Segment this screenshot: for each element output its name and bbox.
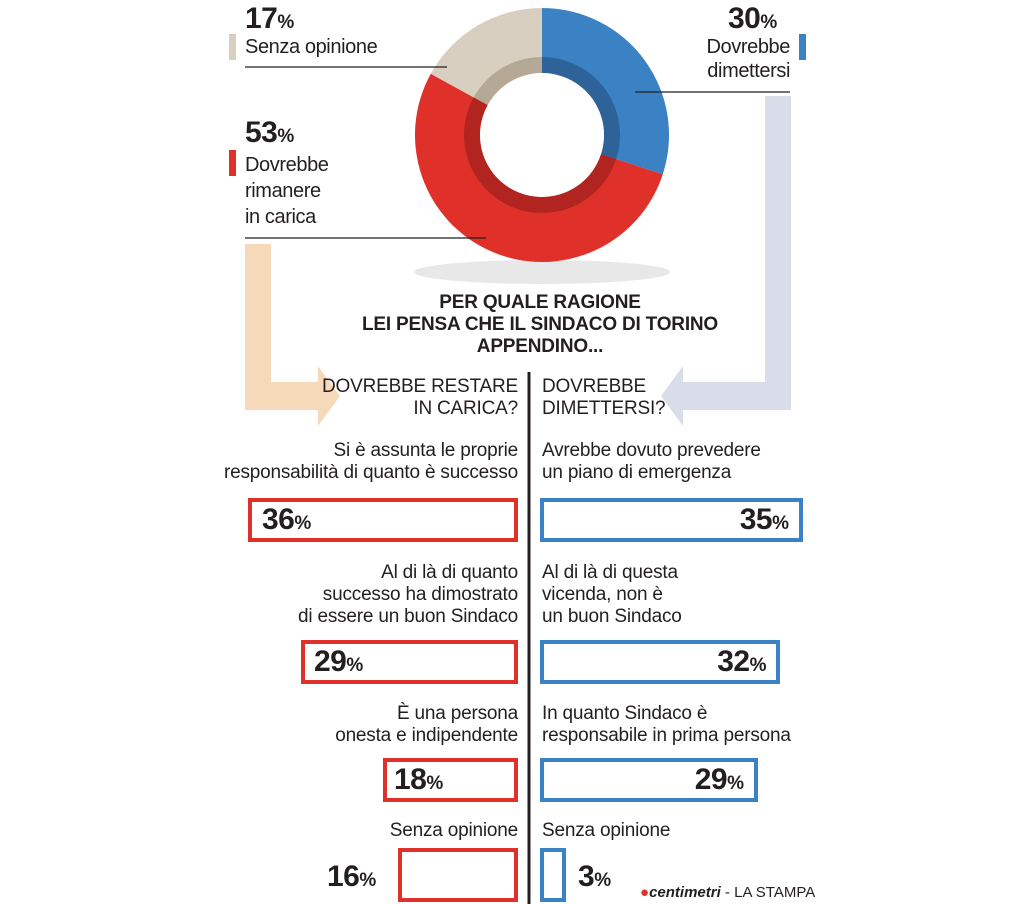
credit-sep: -: [720, 884, 735, 901]
left-row-1-bar: [248, 498, 518, 542]
right-row-2-line-3: un buon Sindaco: [542, 606, 682, 627]
right-row-3-value: 29%: [694, 763, 744, 796]
question-line-2: LEI PENSA CHE IL SINDACO DI TORINO: [362, 314, 718, 335]
right-row-4-label: Senza opinione: [542, 820, 842, 842]
senza-pct: 17%: [245, 2, 294, 35]
question-line-3: APPENDINO...: [476, 336, 604, 357]
left-header-line-2: IN CARICA?: [413, 398, 518, 419]
donut-slice-1: [430, 8, 542, 106]
right-header: DOVREBBE DIMETTERSI?: [542, 376, 742, 420]
left-row-4-bar: [398, 848, 518, 902]
donut-shadow: [414, 260, 670, 284]
question-title: PER QUALE RAGIONE LEI PENSA CHE IL SINDA…: [340, 292, 740, 358]
right-row-1-bar: [540, 498, 803, 542]
dimettersi-label-1: Dovrebbe: [706, 36, 790, 58]
rimanere-label-1: Dovrebbe: [245, 154, 329, 176]
dimettersi-swatch: [799, 34, 806, 60]
left-row-3-value: 18%: [394, 763, 443, 796]
left-row-1-line-1: Si è assunta le proprie: [333, 440, 519, 461]
left-row-3-bar: [383, 758, 518, 802]
right-row-1-line-1: Avrebbe dovuto prevedere: [542, 440, 761, 461]
dimettersi-pct: 30%: [728, 2, 777, 35]
right-header-line-1: DOVREBBE: [542, 376, 646, 397]
right-row-2-value: 32%: [717, 645, 766, 678]
credit-paper: LA STAMPA: [734, 884, 816, 901]
senza-label: Senza opinione: [245, 36, 378, 58]
left-row-2-label: Al di là di quanto successo ha dimostrat…: [200, 562, 518, 628]
rimanere-label-2: rimanere: [245, 180, 321, 202]
right-row-1-line-2: un piano di emergenza: [542, 462, 732, 483]
left-header: DOVREBBE RESTARE IN CARICA?: [300, 376, 518, 420]
left-row-2-value: 29%: [314, 645, 363, 678]
right-row-1-label: Avrebbe dovuto prevedere un piano di eme…: [542, 440, 842, 484]
left-connector-arrow: [245, 244, 340, 426]
left-row-2-line-2: successo ha dimostrato: [322, 584, 518, 605]
donut-hole: [480, 73, 604, 197]
right-row-3-line-2: responsabile in prima persona: [542, 725, 791, 746]
left-row-4-line-1: Senza opinione: [389, 820, 518, 841]
left-row-1-value: 36%: [262, 503, 311, 536]
left-row-2-line-3: di essere un buon Sindaco: [298, 606, 518, 627]
right-row-2-label: Al di là di questa vicenda, non è un buo…: [542, 562, 842, 628]
left-row-3-line-1: È una persona: [397, 703, 518, 724]
rimanere-pct: 53%: [245, 116, 294, 149]
left-row-1-label: Si è assunta le proprie responsabilità d…: [200, 440, 518, 484]
credit-brand: centimetri: [649, 884, 721, 901]
right-row-3-line-1: In quanto Sindaco è: [542, 703, 708, 724]
right-row-1-value: 35%: [739, 503, 789, 536]
question-line-1: PER QUALE RAGIONE: [439, 292, 641, 313]
donut-inner-ring-3: [464, 97, 617, 213]
right-row-3-label: In quanto Sindaco è responsabile in prim…: [542, 703, 842, 747]
dimettersi-label-2: dimettersi: [707, 60, 790, 82]
right-row-2-line-2: vicenda, non è: [542, 584, 663, 605]
rimanere-label-3: in carica: [245, 206, 316, 228]
left-row-3-line-2: onesta e indipendente: [335, 725, 518, 746]
senza-swatch: [229, 34, 236, 60]
rimanere-swatch: [229, 150, 236, 176]
right-connector-arrow: [661, 96, 791, 426]
right-row-4-bar: [540, 848, 566, 902]
left-header-line-1: DOVREBBE RESTARE: [322, 376, 518, 397]
right-row-2-line-1: Al di là di questa: [542, 562, 678, 583]
left-row-2-line-1: Al di là di quanto: [381, 562, 518, 583]
left-row-4-value: 16%: [327, 860, 376, 893]
donut-inner-ring-1: [473, 56, 542, 106]
credit-brand-icon: ●: [640, 884, 650, 901]
left-row-3-label: È una persona onesta e indipendente: [200, 703, 518, 747]
right-header-line-2: DIMETTERSI?: [542, 398, 666, 419]
credit: ●centimetri - LA STAMPA: [640, 884, 815, 902]
right-row-4-line-1: Senza opinione: [542, 820, 671, 841]
left-row-4-label: Senza opinione: [200, 820, 518, 842]
right-row-3-bar: [540, 758, 758, 802]
right-row-4-value: 3%: [578, 860, 611, 893]
right-row-2-bar: [540, 640, 780, 684]
left-row-2-bar: [300, 640, 518, 684]
donut-inner-ring-2: [542, 57, 620, 160]
left-row-1-line-2: responsabilità di quanto è successo: [223, 462, 518, 483]
